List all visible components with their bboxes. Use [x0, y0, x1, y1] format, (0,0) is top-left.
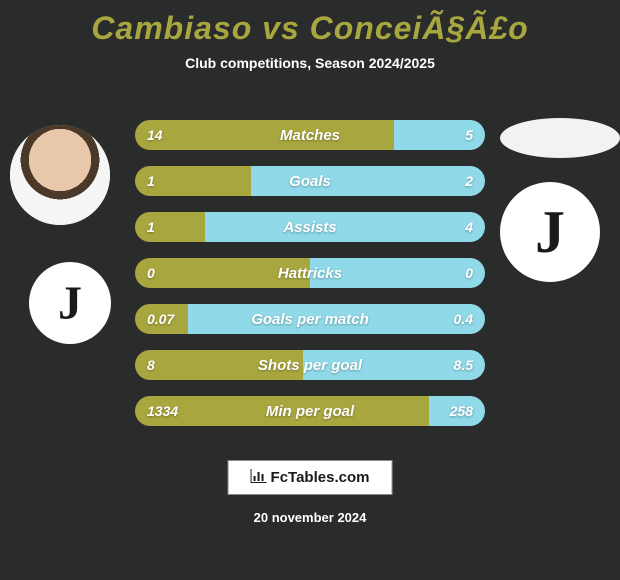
- stat-label: Shots per goal: [135, 350, 485, 380]
- stat-row: 1334258Min per goal: [135, 396, 485, 426]
- stat-row: 88.5Shots per goal: [135, 350, 485, 380]
- comparison-card: Cambiaso vs ConceiÃ§Ã£o Club competition…: [0, 0, 620, 580]
- stat-row: 14Assists: [135, 212, 485, 242]
- stat-label: Assists: [135, 212, 485, 242]
- stats-list: 145Matches 12Goals 14Assists 00Hattricks 0.0…: [135, 120, 485, 442]
- stat-row: 00Hattricks: [135, 258, 485, 288]
- avatar-blank-icon: [500, 118, 620, 158]
- avatar-face-icon: [10, 125, 110, 225]
- stat-row: 145Matches: [135, 120, 485, 150]
- stat-row: 12Goals: [135, 166, 485, 196]
- stat-label: Hattricks: [135, 258, 485, 288]
- juventus-logo-icon: J: [535, 198, 565, 267]
- stat-label: Goals per match: [135, 304, 485, 334]
- stat-label: Goals: [135, 166, 485, 196]
- stat-label: Min per goal: [135, 396, 485, 426]
- stat-row: 0.070.4Goals per match: [135, 304, 485, 334]
- club-logo-left: J: [29, 262, 111, 344]
- footer-date: 20 november 2024: [0, 510, 620, 525]
- subtitle: Club competitions, Season 2024/2025: [0, 55, 620, 71]
- player-avatar-left: [10, 125, 110, 225]
- source-badge[interactable]: FcTables.com: [228, 460, 393, 495]
- chart-icon: [251, 469, 267, 486]
- club-logo-right: J: [500, 182, 600, 282]
- stat-label: Matches: [135, 120, 485, 150]
- player-avatar-right: [500, 118, 620, 158]
- source-label: FcTables.com: [271, 469, 370, 486]
- juventus-logo-icon: J: [58, 276, 82, 331]
- page-title: Cambiaso vs ConceiÃ§Ã£o: [0, 10, 620, 47]
